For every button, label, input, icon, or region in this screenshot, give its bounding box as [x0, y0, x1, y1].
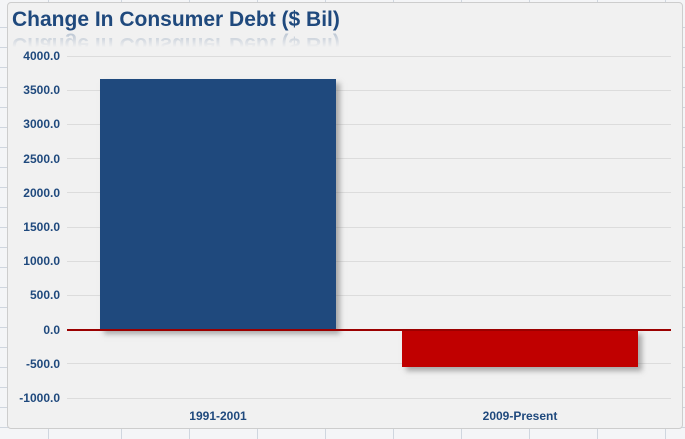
gridline: [67, 363, 671, 365]
gridline: [67, 294, 671, 296]
y-axis-tick-label: 500.0: [29, 288, 60, 303]
chart-title[interactable]: Change In Consumer Debt ($ Bil): [12, 8, 340, 31]
plot-area[interactable]: 4000.0 3500.0 3000.0 2500.0 2000.0 1500.0 1000…: [19, 49, 671, 423]
gridline: [67, 123, 671, 125]
bar-2009-present[interactable]: [402, 329, 638, 368]
zero-baseline: [67, 328, 671, 331]
y-axis-tick-label: 1000.0: [23, 254, 60, 269]
y-axis-tick-label: 2000.0: [23, 185, 60, 200]
chart-title-reflection-fade: [8, 32, 568, 50]
chart-area[interactable]: Change In Consumer Debt ($ Bil) Change I…: [7, 2, 683, 429]
gridline: [67, 260, 671, 262]
gridline: [67, 397, 671, 399]
y-axis-tick-label: 4000.0: [23, 49, 60, 63]
y-axis-tick-label: 3500.0: [23, 83, 60, 98]
gridline: [67, 89, 671, 91]
category-label-2009-present: 2009-Present: [482, 409, 558, 423]
category-label-1991-2001: 1991-2001: [189, 409, 247, 423]
gridline: [67, 192, 671, 194]
y-axis-tick-label: -500.0: [25, 356, 60, 371]
bar-1991-2001[interactable]: [100, 78, 336, 330]
gridline: [67, 158, 671, 160]
chart-title-reflection-text: Change In Consumer Debt ($ Bil): [12, 33, 340, 49]
y-axis-tick-label: -1000.0: [19, 391, 60, 405]
y-axis-tick-label: 1500.0: [23, 220, 60, 234]
y-axis-tick-label: 3000.0: [23, 117, 60, 132]
y-axis-tick-label: 2500.0: [23, 151, 60, 166]
chart-title-reflection: Change In Consumer Debt ($ Bil): [12, 32, 572, 49]
gridline: [67, 55, 671, 57]
gridline: [67, 226, 671, 228]
y-axis-tick-label: 0.0: [43, 322, 60, 337]
